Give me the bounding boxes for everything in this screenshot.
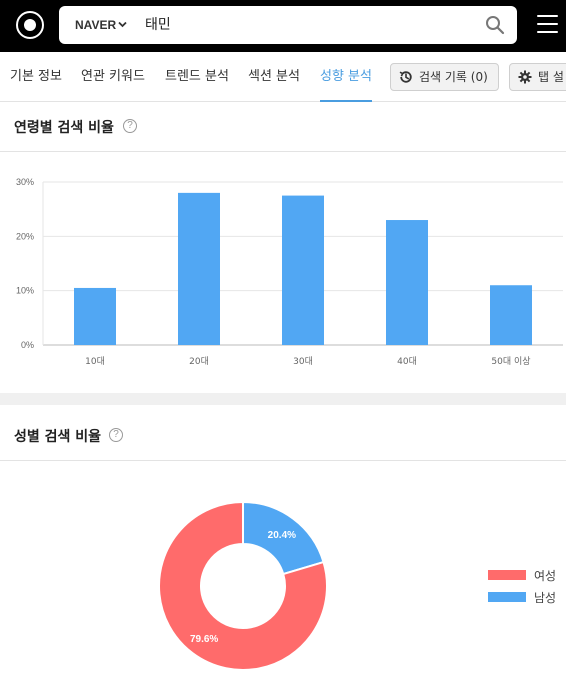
active-tab-indicator xyxy=(320,100,372,102)
tab-label: 성향 분석 xyxy=(320,69,372,84)
bar xyxy=(282,195,324,345)
slice-male xyxy=(242,500,325,576)
bar xyxy=(386,220,428,345)
y-tick-label: 20% xyxy=(16,231,34,241)
legend-swatch-female xyxy=(488,570,526,580)
age-section-title: 연령별 검색 비율 xyxy=(14,120,114,136)
search-icon[interactable] xyxy=(485,15,505,35)
age-bar-chart: 0% 10% 20% 30% 10대 20대 30대 40대 50대 이상 xyxy=(16,177,563,367)
history-icon xyxy=(399,71,412,83)
chevron-down-icon[interactable] xyxy=(118,21,127,28)
settings-label: 탭 설 xyxy=(538,70,564,84)
engine-select[interactable]: NAVER xyxy=(75,18,117,32)
gear-icon xyxy=(518,70,532,84)
y-tick-label: 0% xyxy=(21,340,34,350)
slice-female xyxy=(158,500,328,671)
section-divider xyxy=(0,151,566,152)
x-tick-label: 10대 xyxy=(85,356,105,367)
logo-core xyxy=(24,19,36,31)
logo-icon[interactable] xyxy=(16,11,44,39)
history-label: 검색 기록 (0) xyxy=(419,70,488,84)
legend-label-male: 남성 xyxy=(534,591,557,605)
menu-line xyxy=(537,31,558,33)
section-gap xyxy=(0,393,566,405)
bar xyxy=(178,192,220,345)
help-icon[interactable]: ? xyxy=(123,119,137,133)
search-history-button[interactable]: 검색 기록 (0) xyxy=(390,63,499,91)
tab-label: 트렌드 분석 xyxy=(165,69,229,84)
x-tick-label: 50대 이상 xyxy=(491,356,530,367)
tab-settings-button[interactable]: 탭 설 xyxy=(509,63,566,91)
help-icon[interactable]: ? xyxy=(109,428,123,442)
legend-swatch-male xyxy=(488,592,526,602)
tab-related-keywords[interactable]: 연관 키워드 xyxy=(81,52,145,102)
hamburger-menu-icon[interactable] xyxy=(537,15,558,35)
x-tick-label: 30대 xyxy=(293,356,313,367)
tab-label: 기본 정보 xyxy=(10,69,62,84)
tab-label: 연관 키워드 xyxy=(81,69,145,84)
tab-bar: 기본 정보 연관 키워드 트렌드 분석 섹션 분석 성향 분석 검색 기록 (0… xyxy=(0,52,566,102)
x-tick-label: 40대 xyxy=(397,356,417,367)
tab-label: 섹션 분석 xyxy=(248,69,300,84)
tab-trend-analysis[interactable]: 트렌드 분석 xyxy=(165,52,229,102)
tab-tendency-analysis[interactable]: 성향 분석 xyxy=(320,52,372,102)
legend-label-female: 여성 xyxy=(534,569,557,583)
gender-donut-chart: 20.4% 79.6% xyxy=(158,500,328,671)
top-bar: NAVER xyxy=(0,0,566,52)
bar xyxy=(490,285,532,345)
tab-basic-info[interactable]: 기본 정보 xyxy=(10,52,62,102)
section-divider xyxy=(0,460,566,461)
search-input[interactable] xyxy=(145,6,465,44)
y-tick-label: 30% xyxy=(16,177,34,187)
bar xyxy=(74,287,116,345)
menu-line xyxy=(537,15,558,17)
slice-label: 79.6% xyxy=(190,634,218,645)
gender-section-title: 성별 검색 비율 xyxy=(14,429,102,445)
y-tick-label: 10% xyxy=(16,286,34,296)
menu-line xyxy=(537,23,558,25)
tab-section-analysis[interactable]: 섹션 분석 xyxy=(248,52,300,102)
slice-label: 20.4% xyxy=(268,530,296,541)
x-tick-label: 20대 xyxy=(189,356,209,367)
search-box[interactable]: NAVER xyxy=(59,6,517,44)
